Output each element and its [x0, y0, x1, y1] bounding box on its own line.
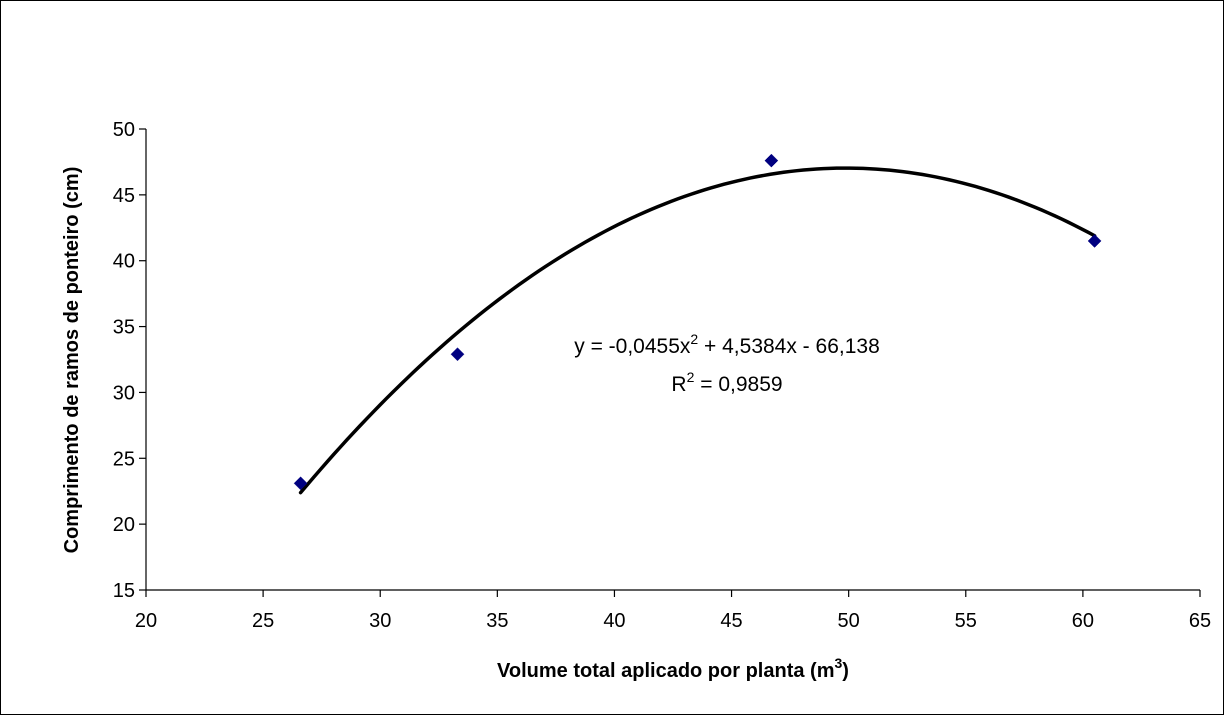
- data-point-marker: [764, 153, 779, 168]
- x-tick-label: 50: [838, 610, 860, 632]
- r-squared-label: R2 = 0,9859: [671, 369, 782, 396]
- x-tick-label: 25: [252, 610, 274, 632]
- points-layer: [293, 153, 1102, 491]
- x-tick-label: 45: [720, 610, 742, 632]
- equation-prefix: y = -0,0455x: [574, 335, 691, 358]
- y-tick-label: 40: [113, 251, 135, 273]
- x-tick-label: 55: [955, 610, 977, 632]
- y-tick-label: 35: [113, 317, 135, 339]
- r2-prefix: R: [671, 373, 686, 396]
- y-tick-label: 45: [113, 185, 135, 207]
- data-point-marker: [450, 347, 465, 362]
- x-tick-label: 60: [1072, 610, 1094, 632]
- x-axis-title-close: ): [842, 660, 849, 682]
- data-point-marker: [1087, 234, 1102, 248]
- x-axis-title-sup: 3: [834, 655, 842, 671]
- y-tick-label: 25: [113, 448, 135, 470]
- x-tick-label: 65: [1189, 610, 1211, 632]
- x-tick-label: 30: [369, 610, 391, 632]
- x-axis-title-main: Volume total aplicado por planta (m: [497, 660, 834, 682]
- x-tick-label: 40: [603, 610, 625, 632]
- y-tick-label: 50: [113, 119, 135, 141]
- r2-suffix: = 0,9859: [694, 373, 782, 396]
- y-tick-label: 20: [113, 514, 135, 536]
- trendline-equation: y = -0,0455x2 + 4,5384x - 66,138: [574, 331, 880, 358]
- equation-suffix: + 4,5384x - 66,138: [698, 335, 880, 358]
- equation-superscript: 2: [690, 331, 698, 347]
- r2-superscript: 2: [687, 369, 695, 385]
- y-tick-label: 15: [113, 580, 135, 602]
- y-axis-title: Comprimento de ramos de ponteiro (cm): [61, 167, 83, 554]
- x-tick-label: 20: [135, 610, 157, 632]
- x-tick-label: 35: [486, 610, 508, 632]
- trendline-curve: [298, 166, 1097, 495]
- data-point-marker: [293, 476, 308, 491]
- y-tick-label: 30: [113, 382, 135, 404]
- x-axis-title: Volume total aplicado por planta (m3): [497, 655, 849, 682]
- axes: [145, 129, 1200, 591]
- trendline-layer: [298, 166, 1097, 495]
